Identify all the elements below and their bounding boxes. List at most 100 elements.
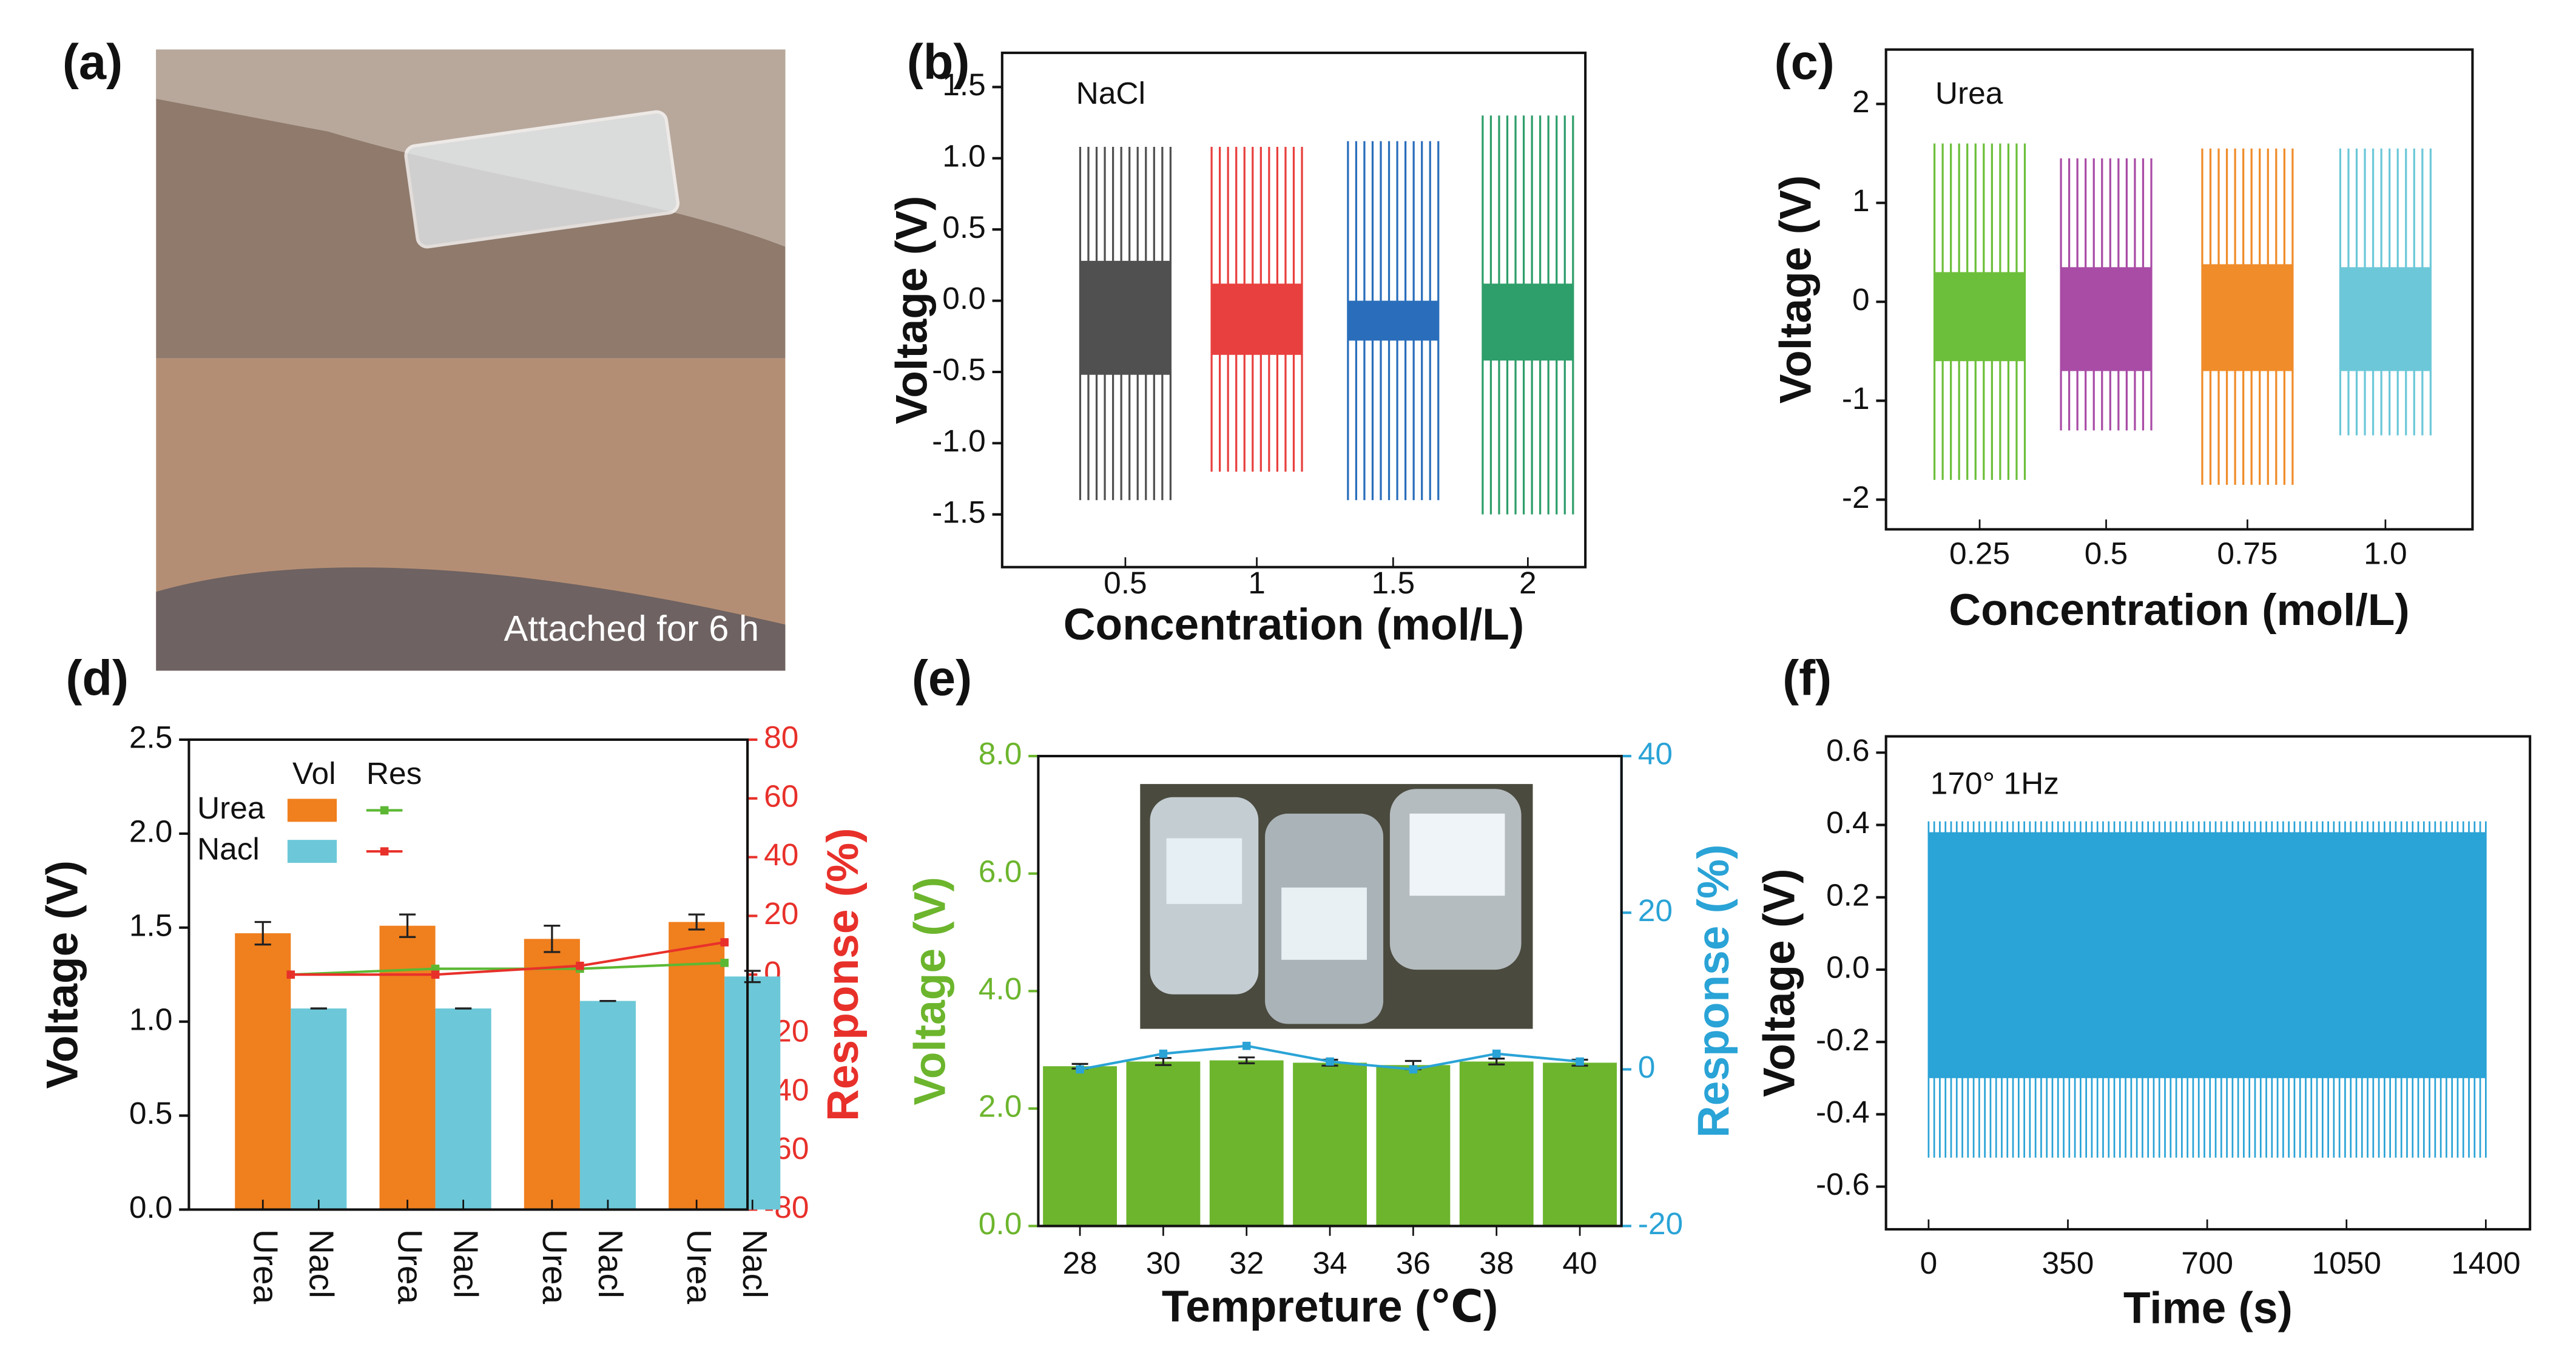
y-axis-title: Voltage (V) bbox=[1771, 175, 1820, 404]
x-tick-label: 0 bbox=[1920, 1245, 1938, 1280]
plot-frame bbox=[187, 738, 749, 1211]
x-tick-label: Urea bbox=[391, 1229, 429, 1305]
chart: (c) Urea -2 -1 0 1 2 Voltage (V) Concentration (… bbox=[1771, 35, 2474, 635]
response-marker bbox=[1159, 1049, 1168, 1058]
response-line bbox=[291, 961, 725, 976]
x-tick-label: 1050 bbox=[2312, 1245, 2381, 1280]
bar bbox=[579, 1001, 636, 1210]
bar bbox=[1543, 1062, 1617, 1226]
y2-tick-label: 20 bbox=[764, 896, 798, 931]
x-tick-label: Urea bbox=[246, 1229, 284, 1305]
chart: (e) 0.0 2.0 4.0 6.0 8.0 Voltage (V) -20 0 20 40 Res… bbox=[905, 651, 1738, 1331]
y-tick-label: 0.0 bbox=[942, 280, 986, 316]
plot-frame bbox=[1000, 52, 1587, 569]
x-tick-label: Nacl bbox=[302, 1229, 340, 1299]
x-tick-label: 28 bbox=[1062, 1245, 1097, 1280]
signal-band bbox=[1347, 300, 1438, 341]
x-tick-label: 2 bbox=[1519, 565, 1537, 600]
bar bbox=[379, 925, 436, 1210]
response-marker bbox=[720, 959, 729, 967]
y2-tick-label: 20 bbox=[1638, 893, 1673, 928]
panel-label: (e) bbox=[912, 651, 972, 706]
y-tick-label: -2 bbox=[1842, 479, 1870, 515]
device-patch bbox=[404, 110, 680, 249]
annotation: NaCl bbox=[1076, 75, 1145, 110]
photo-panel: (a) Attached for 6 h bbox=[62, 35, 786, 671]
bar bbox=[1209, 1060, 1284, 1226]
x-tick-label: 0.25 bbox=[1949, 535, 2010, 570]
signal-band bbox=[1928, 832, 2486, 1078]
signal-band bbox=[1080, 260, 1171, 375]
panel-label: (a) bbox=[62, 35, 123, 90]
signal-band bbox=[2202, 264, 2293, 371]
legend-label: Nacl bbox=[197, 831, 260, 866]
x-tick-label: 40 bbox=[1562, 1245, 1597, 1280]
y-tick-label: 1.0 bbox=[942, 138, 986, 173]
signal-band bbox=[2340, 267, 2431, 371]
annotation: 170° 1Hz bbox=[1930, 765, 2059, 800]
y-tick-label: -0.6 bbox=[1816, 1166, 1870, 1201]
y-tick-label: 0.5 bbox=[942, 209, 986, 245]
y2-tick-label: 80 bbox=[764, 720, 798, 755]
x-tick-label: 0.5 bbox=[1104, 565, 1147, 600]
x-tick-label: Urea bbox=[679, 1229, 718, 1305]
legend-marker bbox=[380, 806, 389, 815]
bar bbox=[235, 933, 291, 1210]
y-axis-title: Voltage (V) bbox=[1755, 869, 1804, 1097]
response-line bbox=[291, 941, 725, 976]
y-tick-label: 0.0 bbox=[1826, 950, 1870, 985]
y-tick-label: -0.4 bbox=[1816, 1094, 1870, 1129]
y2-tick-label: -20 bbox=[1638, 1206, 1683, 1241]
plot-frame bbox=[1884, 48, 2474, 531]
x-tick-label: Nacl bbox=[447, 1229, 485, 1299]
panel-label: (b) bbox=[907, 35, 970, 90]
bar bbox=[669, 922, 725, 1210]
panel-label: (c) bbox=[1775, 35, 1835, 90]
thermometer-display bbox=[1409, 813, 1505, 896]
y-axis-title: Voltage (V) bbox=[905, 877, 954, 1105]
x-tick-label: 1 bbox=[1248, 565, 1266, 600]
y-tick-label: 0.0 bbox=[979, 1206, 1022, 1241]
thermometer-display bbox=[1281, 887, 1367, 960]
response-marker bbox=[1492, 1049, 1501, 1058]
x-tick-label: 34 bbox=[1312, 1245, 1347, 1280]
x-tick-label: 0.5 bbox=[2085, 535, 2128, 570]
signal-band bbox=[2061, 267, 2152, 371]
bar bbox=[524, 939, 580, 1210]
y-tick-label: 1.5 bbox=[942, 67, 986, 102]
bar bbox=[724, 976, 781, 1210]
bar bbox=[1043, 1066, 1117, 1226]
legend-swatch bbox=[287, 799, 337, 822]
y-tick-label: 8.0 bbox=[979, 736, 1022, 771]
y-tick-label: -1.5 bbox=[932, 494, 986, 529]
x-tick-label: 1.0 bbox=[2364, 535, 2407, 570]
y-axis-title: Voltage (V) bbox=[38, 860, 87, 1089]
y-tick-label: 0.2 bbox=[1826, 877, 1870, 912]
response-marker bbox=[720, 938, 729, 947]
panel-label: (d) bbox=[66, 651, 129, 706]
x-axis-title: Tempreture (℃) bbox=[1162, 1282, 1498, 1331]
y2-tick-label: 0 bbox=[1638, 1049, 1656, 1084]
y2-axis-title: Response (%) bbox=[1689, 845, 1738, 1138]
legend-marker bbox=[380, 847, 389, 856]
y-tick-label: 1.5 bbox=[129, 907, 173, 942]
chart: (b) NaCl -1.5 -1.0 -0.5 0.0 0.5 1.0 1.5 Voltage (… bbox=[888, 35, 1587, 649]
response-marker bbox=[576, 961, 584, 970]
annotation: Urea bbox=[1935, 75, 2003, 110]
x-tick-label: 1400 bbox=[2451, 1245, 2520, 1280]
bar bbox=[1376, 1065, 1451, 1226]
photo-caption: Attached for 6 h bbox=[504, 608, 760, 649]
y-axis-title: Voltage (V) bbox=[888, 196, 937, 424]
x-tick-label: 0.75 bbox=[2217, 535, 2278, 570]
bar bbox=[435, 1008, 491, 1210]
x-tick-label: 700 bbox=[2181, 1245, 2233, 1280]
y-tick-label: -0.2 bbox=[1816, 1022, 1870, 1057]
response-marker bbox=[1076, 1065, 1084, 1074]
y-tick-label: 6.0 bbox=[979, 853, 1022, 888]
x-tick-label: 32 bbox=[1229, 1245, 1264, 1280]
x-tick-label: 38 bbox=[1479, 1245, 1514, 1280]
x-tick-label: 30 bbox=[1146, 1245, 1181, 1280]
y2-axis-title: Response (%) bbox=[818, 828, 868, 1121]
response-marker bbox=[286, 970, 295, 979]
